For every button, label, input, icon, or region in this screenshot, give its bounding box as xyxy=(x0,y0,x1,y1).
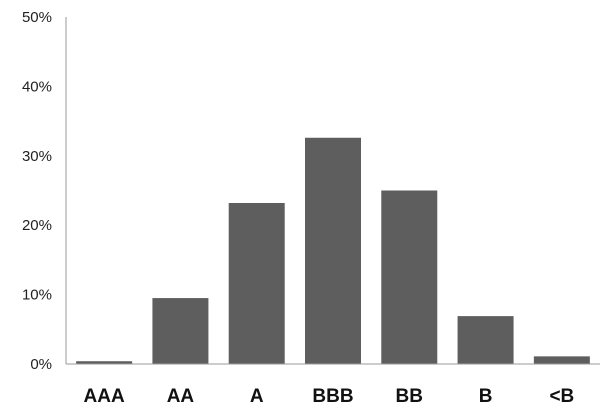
x-category-label: BB xyxy=(396,386,423,407)
y-tick-label: 20% xyxy=(22,217,52,234)
x-category-label: <B xyxy=(549,386,574,407)
bar xyxy=(381,190,438,364)
y-tick-label: 0% xyxy=(30,356,52,373)
x-category-label: AAA xyxy=(84,386,125,407)
x-category-label: A xyxy=(250,386,264,407)
y-tick-label: 30% xyxy=(22,148,52,165)
x-category-label: AA xyxy=(167,386,195,407)
y-tick-label: 40% xyxy=(22,78,52,95)
bar xyxy=(152,298,209,364)
y-tick-label: 50% xyxy=(22,9,52,26)
x-category-label: BBB xyxy=(312,386,353,407)
x-category-label: B xyxy=(479,386,493,407)
x-axis-labels: AAA AA A BBB BB B <B xyxy=(84,386,575,407)
bar xyxy=(228,202,285,364)
bars xyxy=(76,137,590,364)
bar xyxy=(305,137,361,364)
y-axis-ticks: 0% 10% 20% 30% 40% 50% xyxy=(22,9,52,373)
y-tick-label: 10% xyxy=(22,287,52,304)
bar xyxy=(533,356,590,364)
bar xyxy=(457,316,514,364)
bar xyxy=(76,361,133,364)
